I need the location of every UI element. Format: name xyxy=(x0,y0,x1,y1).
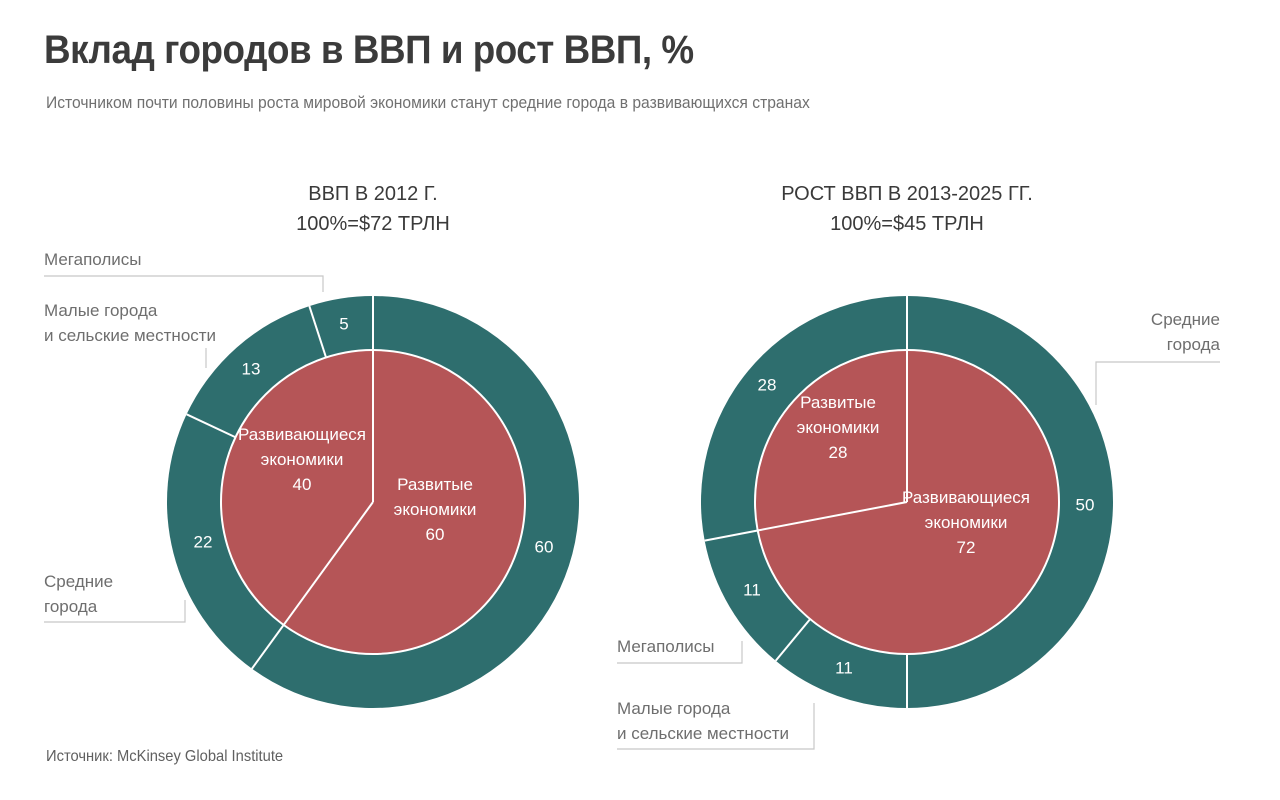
annotation-label: Малые города и сельские местности xyxy=(617,699,789,743)
ring-divider xyxy=(704,529,758,542)
pie-segment-label: Развивающиеся экономики 40 xyxy=(238,425,366,494)
inner-slice xyxy=(757,350,1059,654)
ring-value-label: 11 xyxy=(743,580,761,599)
leader-line xyxy=(617,641,743,664)
donut-chart-1: ВВП В 2012 Г. 100%=$72 ТРЛН 60 22 13 5 Развиты… xyxy=(44,183,580,708)
annotation-label: Средние города xyxy=(1151,310,1221,354)
pie-segment-label: Развитые экономики 28 xyxy=(797,393,880,462)
leader-line xyxy=(44,275,324,292)
leader-line xyxy=(44,600,186,623)
ring-value-label: 22 xyxy=(194,532,213,551)
chart-header: РОСТ ВВП В 2013-2025 ГГ. 100%=$45 ТРЛН xyxy=(781,183,1033,235)
inner-slice xyxy=(221,350,373,625)
pie-segment-label: Развитые экономики 60 xyxy=(394,475,477,544)
annotation-label: Мегаполисы xyxy=(617,637,715,656)
ring-value-label: 13 xyxy=(242,359,261,378)
leader-line xyxy=(1095,361,1220,405)
leader-line xyxy=(617,703,815,750)
page-title: Вклад городов в ВВП и рост ВВП, % xyxy=(44,28,694,72)
source-note: Источник: McKinsey Global Institute xyxy=(46,748,284,765)
ring-value-label: 50 xyxy=(1076,495,1095,514)
annotation-label: Средние города xyxy=(44,572,113,616)
pie-segment-label: Развивающиеся экономики 72 xyxy=(902,488,1030,557)
ring-value-label: 11 xyxy=(835,658,853,677)
ring-divider xyxy=(186,413,236,439)
pie-divider xyxy=(282,501,374,626)
ring-divider xyxy=(774,618,811,662)
page-subtitle: Источником почти половины роста мировой … xyxy=(46,93,810,112)
donut-chart-2: РОСТ ВВП В 2013-2025 ГГ. 100%=$45 ТРЛН 50 1… xyxy=(617,183,1221,750)
inner-slice xyxy=(755,350,907,531)
ring-divider xyxy=(308,305,327,358)
ring-value-label: 28 xyxy=(758,375,777,394)
ring-value-label: 60 xyxy=(535,537,554,556)
chart-header: ВВП В 2012 Г. 100%=$72 ТРЛН xyxy=(296,183,450,235)
annotation-label: Малые города и сельские местности xyxy=(44,301,216,345)
pie-divider xyxy=(757,501,908,532)
ring-value-label: 5 xyxy=(339,314,348,333)
annotation-label: Мегаполисы xyxy=(44,250,142,269)
ring-divider xyxy=(251,624,285,670)
inner-slice xyxy=(283,350,525,654)
